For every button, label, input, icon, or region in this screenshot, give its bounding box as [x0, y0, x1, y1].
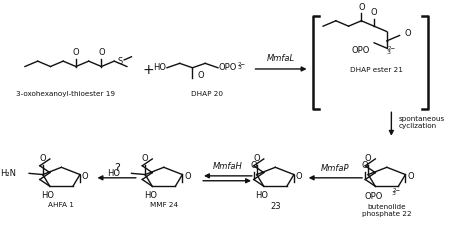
Text: O: O	[39, 154, 46, 163]
Text: OPO: OPO	[365, 192, 383, 201]
Text: 2−: 2−	[388, 46, 396, 51]
Text: MmfaL: MmfaL	[267, 54, 295, 63]
Text: spontaneous
cyclization: spontaneous cyclization	[398, 116, 445, 129]
Text: O: O	[98, 48, 105, 57]
Text: O: O	[365, 154, 372, 163]
Text: DHAP 20: DHAP 20	[191, 91, 223, 97]
Text: ?: ?	[114, 163, 120, 173]
Text: butenolide
phosphate 22: butenolide phosphate 22	[362, 204, 411, 217]
Text: +: +	[142, 63, 154, 77]
Text: 23: 23	[270, 202, 281, 211]
Text: O: O	[296, 172, 302, 181]
Text: 2−: 2−	[392, 187, 401, 193]
Text: O: O	[405, 29, 411, 38]
Text: MMF 24: MMF 24	[150, 202, 178, 208]
Text: 3-oxohexanoyl-thioester 19: 3-oxohexanoyl-thioester 19	[17, 91, 116, 97]
Text: HO: HO	[153, 63, 166, 72]
Text: DHAP ester 21: DHAP ester 21	[350, 66, 403, 73]
Text: O: O	[407, 172, 414, 181]
Text: S: S	[118, 57, 123, 66]
Text: O: O	[184, 172, 191, 181]
Text: O: O	[254, 154, 260, 163]
Text: O: O	[82, 172, 88, 181]
Text: HO: HO	[41, 191, 54, 200]
Text: 3: 3	[392, 191, 395, 196]
Text: O: O	[362, 161, 369, 170]
Text: HO: HO	[107, 169, 120, 178]
Text: O: O	[142, 154, 148, 163]
Text: MmfaH: MmfaH	[213, 162, 243, 171]
Text: H₂N: H₂N	[0, 169, 16, 178]
Text: OPO: OPO	[219, 63, 237, 72]
Text: HO: HO	[255, 191, 268, 200]
Text: O: O	[73, 48, 79, 57]
Text: O: O	[197, 71, 204, 80]
Text: 2−: 2−	[238, 62, 246, 67]
Text: AHFA 1: AHFA 1	[48, 202, 74, 208]
Text: O: O	[250, 161, 257, 170]
Text: MmfaP: MmfaP	[321, 164, 350, 173]
Text: HO: HO	[144, 191, 156, 200]
Text: 3: 3	[387, 50, 391, 55]
Text: OPO: OPO	[351, 46, 370, 55]
Text: O: O	[358, 3, 365, 12]
Text: O: O	[371, 8, 377, 17]
Text: 3: 3	[238, 65, 242, 70]
